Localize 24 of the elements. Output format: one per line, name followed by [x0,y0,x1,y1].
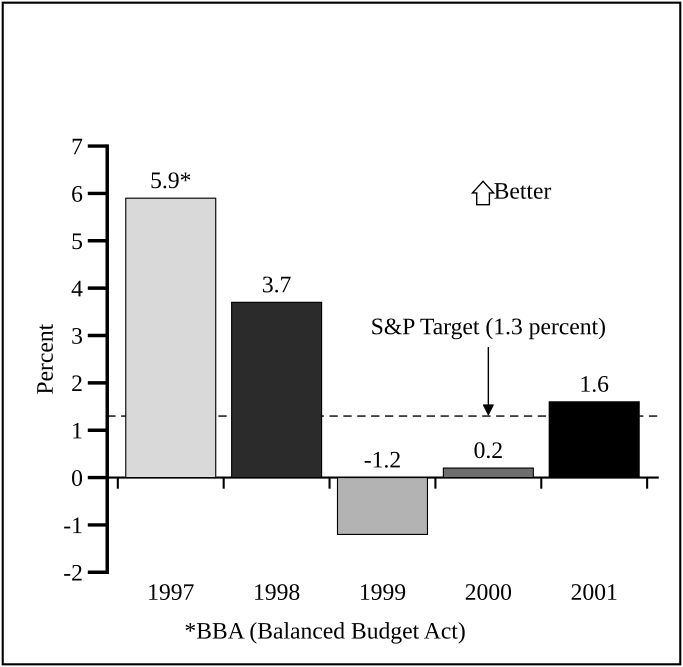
y-tick-label: 4 [72,280,83,296]
y-tick-label: 6 [72,186,82,202]
annotation: Better [494,183,552,199]
x-tick-label: 2000 [466,584,512,600]
y-tick-label: -1 [64,518,82,534]
data-label: 1.6 [582,376,608,392]
y-tick-label: 2 [72,375,82,392]
data-label: 0.2 [474,442,502,458]
x-tick-label: 2001 [572,584,616,600]
data-label: 3.7 [262,276,291,293]
x-tick-label: 1998 [255,584,300,600]
y-tick-label: 5 [72,234,82,250]
x-tick-label: 1999 [360,584,406,600]
y-tick-label: 3 [72,328,82,344]
y-axis-title: Percent [37,324,53,394]
y-tick-label: 7 [72,138,82,154]
x-tick-label: 1997 [149,584,194,600]
y-tick-label: 1 [73,422,82,438]
data-label: -1.2 [364,452,400,468]
text: *BBA (Balanced Budget Act) [186,622,465,644]
y-tick-label: -2 [64,564,82,580]
ref-line-label: S&P Target (1.3 percent) [372,318,605,340]
data-label: 5.9* [151,172,190,188]
y-tick-label: 0 [72,470,82,486]
